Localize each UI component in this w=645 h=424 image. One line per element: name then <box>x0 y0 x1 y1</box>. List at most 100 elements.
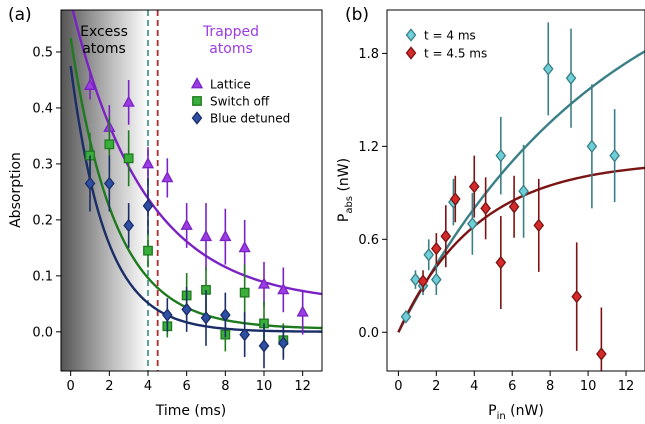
fit-curve-t-4-5-ms <box>397 166 645 333</box>
data-point <box>571 289 583 304</box>
y-tick-label-a: 0.5 <box>32 45 53 60</box>
legend-item-lattice: Lattice <box>190 77 251 92</box>
data-point <box>468 179 480 194</box>
region-label-trapped-line1: Trapped <box>202 24 259 40</box>
data-point <box>565 71 577 85</box>
data-point <box>417 274 429 288</box>
y-tick-label-b: 0.6 <box>358 233 379 248</box>
x-tick-label-a: 10 <box>256 379 273 394</box>
data-point <box>542 62 554 76</box>
x-tick-label-a: 12 <box>294 379 311 394</box>
data-point <box>180 218 193 230</box>
data-point <box>430 241 442 256</box>
x-tick-label-a: 2 <box>105 379 113 394</box>
series-t-4-ms <box>400 22 620 324</box>
data-point <box>161 171 174 183</box>
data-point <box>123 153 134 164</box>
legend-item-blue-detuned: Blue detuned <box>191 111 290 126</box>
legend-marker <box>190 77 204 89</box>
panel-a: 0 2 4 6 8 10 12 0.0 0.1 0.2 0.3 0.4 0.5 (a) Time (ms… <box>8 5 323 419</box>
y-axis-label-a: Absorption <box>8 152 24 228</box>
x-tick-label-b: 10 <box>580 379 597 394</box>
data-point <box>508 199 520 214</box>
legend-marker <box>191 111 203 125</box>
x-tick-label-a: 4 <box>144 379 152 394</box>
data-point <box>278 336 289 350</box>
y-tick-label-a: 0.4 <box>32 101 53 116</box>
data-point <box>239 287 250 298</box>
x-tick-label-b: 2 <box>432 379 440 394</box>
legend-label: Lattice <box>210 78 251 92</box>
data-point <box>533 218 545 233</box>
legend-marker <box>192 96 202 106</box>
data-point <box>440 229 452 244</box>
y-tick-label-a: 0.3 <box>32 157 53 172</box>
x-tick-label-b: 6 <box>508 379 516 394</box>
data-point <box>84 176 96 191</box>
fit-curve-blue-detuned <box>69 65 322 333</box>
data-point <box>220 308 231 322</box>
fit-curve-lattice <box>71 10 322 296</box>
fit-curve-switch-off <box>69 37 322 330</box>
y-tick-label-a: 0.1 <box>32 269 53 284</box>
x-tick-label-a: 6 <box>183 379 191 394</box>
legend-label: Switch off <box>210 95 270 109</box>
data-point <box>609 148 620 163</box>
data-point <box>596 347 607 361</box>
data-point <box>123 218 134 233</box>
data-point <box>586 139 598 154</box>
data-point <box>518 184 529 199</box>
data-point <box>143 245 153 256</box>
data-point <box>141 157 155 169</box>
series-blue-detuned <box>84 155 289 369</box>
data-point <box>83 78 97 90</box>
x-tick-label-a: 8 <box>221 379 229 394</box>
series-t-4-5-ms <box>417 155 607 371</box>
data-point <box>199 229 213 242</box>
data-point <box>104 176 115 191</box>
data-point <box>449 192 461 206</box>
x-axis-label-b: Pin (nW) <box>488 403 544 422</box>
data-point <box>181 302 192 317</box>
data-point <box>219 229 232 242</box>
region-label-excess-line1: Excess <box>80 24 128 40</box>
x-tick-label-b: 12 <box>618 379 635 394</box>
panel-label-b: (b) <box>345 5 369 25</box>
region-label-excess-line2: atoms <box>82 41 126 57</box>
x-tick-label-b: 8 <box>546 379 554 394</box>
x-axis-label-b-main: P <box>488 403 496 419</box>
panel-label-a: (a) <box>8 5 32 25</box>
x-axis-label-b-unit: (nW) <box>506 403 544 419</box>
fit-curve-t-4-ms <box>397 50 645 333</box>
legend-b: t = 4 ms t = 4.5 ms <box>405 28 487 61</box>
legend-marker <box>405 28 417 42</box>
data-point <box>400 309 412 324</box>
x-tick-label-b: 4 <box>470 379 478 394</box>
data-point <box>410 272 421 287</box>
data-point <box>277 282 290 295</box>
y-axis-label-b: Pabs (nW) <box>336 158 355 222</box>
legend-item-t-4-ms: t = 4 ms <box>405 28 476 43</box>
data-point <box>238 241 251 253</box>
y-tick-label-a: 0.2 <box>32 213 53 228</box>
legend-marker <box>405 46 417 60</box>
y-tick-label-a: 0.0 <box>32 325 53 340</box>
data-point <box>495 148 507 163</box>
x-tick-label-b: 0 <box>394 379 402 394</box>
legend-label: t = 4.5 ms <box>424 47 487 61</box>
legend-item-switch-off: Switch off <box>192 95 270 109</box>
data-point <box>122 95 135 107</box>
data-point <box>239 327 250 342</box>
x-tick-label-a: 0 <box>67 379 75 394</box>
y-axis-label-b-unit: (nW) <box>336 158 352 196</box>
y-tick-label-b: 1.8 <box>358 47 379 62</box>
data-point <box>257 277 271 289</box>
x-axis-label-a: Time (ms) <box>155 403 227 419</box>
data-point <box>423 247 435 262</box>
data-point <box>162 308 173 322</box>
data-point <box>104 139 115 150</box>
data-point <box>495 255 507 270</box>
data-point <box>200 311 212 325</box>
axes-frame-b <box>386 9 645 372</box>
